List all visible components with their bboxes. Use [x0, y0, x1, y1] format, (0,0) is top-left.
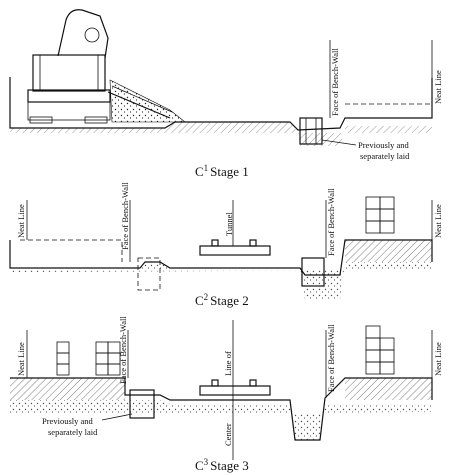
stage-1-note-line2: separately laid	[360, 151, 410, 161]
stage-2-stacked-bags	[365, 196, 395, 234]
stage-2-right-block	[301, 257, 325, 287]
stage-3-section: Neat Line Face of Bench-Wall Line of Cen…	[10, 316, 443, 473]
stage-3-concrete-fill	[10, 400, 432, 440]
concrete-mixer-machine	[27, 9, 173, 124]
stage-2-bench-wall-left-label: Face of Bench-Wall	[120, 182, 130, 250]
stage-1-section: Face of Bench-Wall Neat Line Previously …	[9, 9, 443, 179]
stage-1-previously-laid-block	[299, 117, 323, 145]
stage-3-caption: C3 Stage 3	[195, 457, 249, 473]
stage-2-right-bench-hatch	[345, 240, 432, 262]
stage-3-bench-wall-left-label: Face of Bench-Wall	[118, 316, 128, 384]
stage-2-neat-line-right-label: Neat Line	[433, 204, 443, 238]
stage-2-neat-line-dash	[20, 239, 123, 262]
stage-2-concrete-fill	[10, 262, 432, 300]
stage-3-neat-line-left-label: Neat Line	[16, 342, 26, 376]
stage-1-note-line1: Previously and	[358, 140, 410, 150]
stage-3-neat-line-right-label: Neat Line	[433, 342, 443, 376]
stage-3-note-line2: separately laid	[48, 427, 98, 437]
stage-1-face-of-bench-wall-label: Face of Bench-Wall	[330, 48, 340, 116]
stage-2-bench-wall-right-label: Face of Bench-Wall	[326, 188, 336, 256]
stage-2-section: Neat Line Face of Bench-Wall Tunnel Face…	[9, 182, 443, 308]
stage-3-line-of-label: Line of	[223, 351, 233, 376]
stage-2-tunnel-label: Tunnel	[224, 212, 234, 236]
stage-2-left-footing	[137, 257, 161, 291]
stage-1-caption: C1 Stage 1	[195, 163, 249, 179]
stage-1-neat-line-label: Neat Line	[433, 70, 443, 104]
stage-2-caption: C2 Stage 2	[195, 292, 249, 308]
stage-3-left-bench-hatch	[10, 378, 125, 400]
stage-3-stacked-bags-right	[365, 325, 395, 375]
stage-2-track	[199, 239, 271, 256]
stage-1-rock-hatch	[10, 122, 432, 146]
stage-3-note-leader	[101, 413, 133, 421]
stage-3-center-label: Center	[223, 423, 233, 446]
stage-2-neat-line-left-label: Neat Line	[16, 204, 26, 238]
stage-3-previously-laid-block	[129, 389, 155, 419]
stage-3-bench-wall-right-label: Face of Bench-Wall	[326, 324, 336, 392]
stage-3-stacked-bags-left	[56, 341, 121, 376]
stage-3-right-bench-hatch	[345, 378, 432, 400]
stage-1-note-leader	[321, 139, 357, 146]
stage-3-track	[199, 379, 271, 396]
stage-3-note-line1: Previously and	[42, 416, 94, 426]
